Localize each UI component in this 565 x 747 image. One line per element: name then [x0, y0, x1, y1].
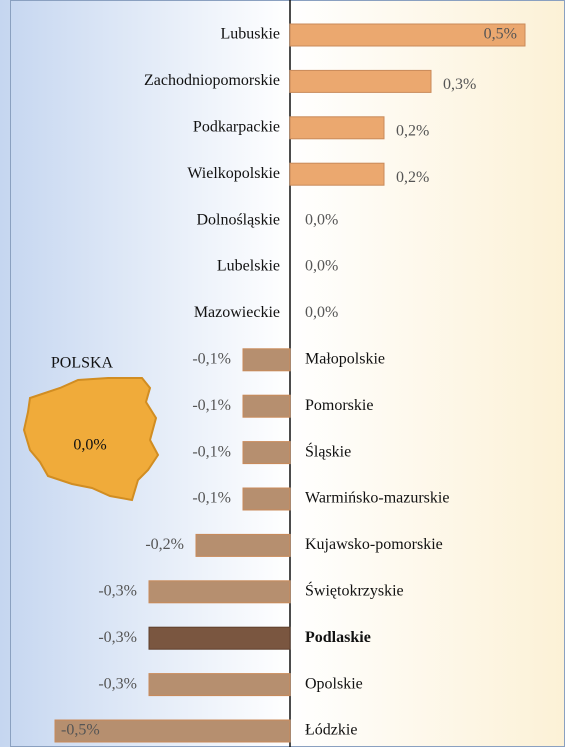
value-label: -0,2%: [145, 536, 184, 553]
category-label: Warmińsko-mazurskie: [305, 490, 449, 507]
bar: [242, 394, 291, 418]
value-label: 0,2%: [396, 169, 429, 186]
value-label: 0,0%: [305, 211, 338, 228]
value-label: -0,5%: [61, 722, 100, 739]
bar: [289, 162, 385, 186]
category-label: Małopolskie: [305, 350, 385, 367]
category-label: Lubuskie: [220, 26, 280, 43]
category-label: Zachodniopomorskie: [144, 72, 280, 89]
bar: [242, 348, 291, 372]
category-label: Mazowieckie: [194, 304, 280, 321]
bar: [54, 719, 291, 743]
bar: [289, 69, 432, 93]
category-label: Śląskie: [305, 441, 351, 460]
value-label: 0,0%: [305, 258, 338, 275]
category-label: Pomorskie: [305, 397, 373, 414]
value-label: -0,1%: [192, 443, 231, 460]
category-label: Podkarpackie: [193, 118, 280, 135]
value-label: 0,3%: [443, 76, 476, 93]
value-label: 0,0%: [305, 304, 338, 321]
category-label: Świętokrzyskie: [305, 580, 404, 599]
bar: [148, 580, 291, 604]
category-label: Kujawsko-pomorskie: [305, 536, 443, 553]
bar: [195, 533, 291, 557]
value-label: -0,1%: [192, 490, 231, 507]
value-label: 0,2%: [396, 122, 429, 139]
category-label: Opolskie: [305, 675, 363, 692]
category-label: Dolnośląskie: [196, 211, 280, 228]
value-label: -0,1%: [192, 350, 231, 367]
value-label: -0,1%: [192, 397, 231, 414]
category-label: Podlaskie: [305, 629, 371, 646]
bar: [148, 626, 291, 650]
category-label: Wielkopolskie: [187, 165, 280, 182]
bar: [289, 23, 526, 47]
bar: [148, 673, 291, 697]
value-label: -0,3%: [98, 582, 137, 599]
category-label: Lubelskie: [217, 258, 280, 275]
value-label: -0,3%: [98, 675, 137, 692]
poland-label: POLSKA: [51, 355, 114, 372]
poland-value: 0,0%: [73, 437, 106, 454]
value-label: 0,5%: [484, 26, 517, 43]
background-left: [0, 0, 290, 747]
poland-map: [22, 377, 160, 502]
bar: [242, 487, 291, 511]
value-label: -0,3%: [98, 629, 137, 646]
bar: [289, 116, 385, 140]
bar: [242, 441, 291, 465]
category-label: Łódzkie: [305, 722, 357, 739]
